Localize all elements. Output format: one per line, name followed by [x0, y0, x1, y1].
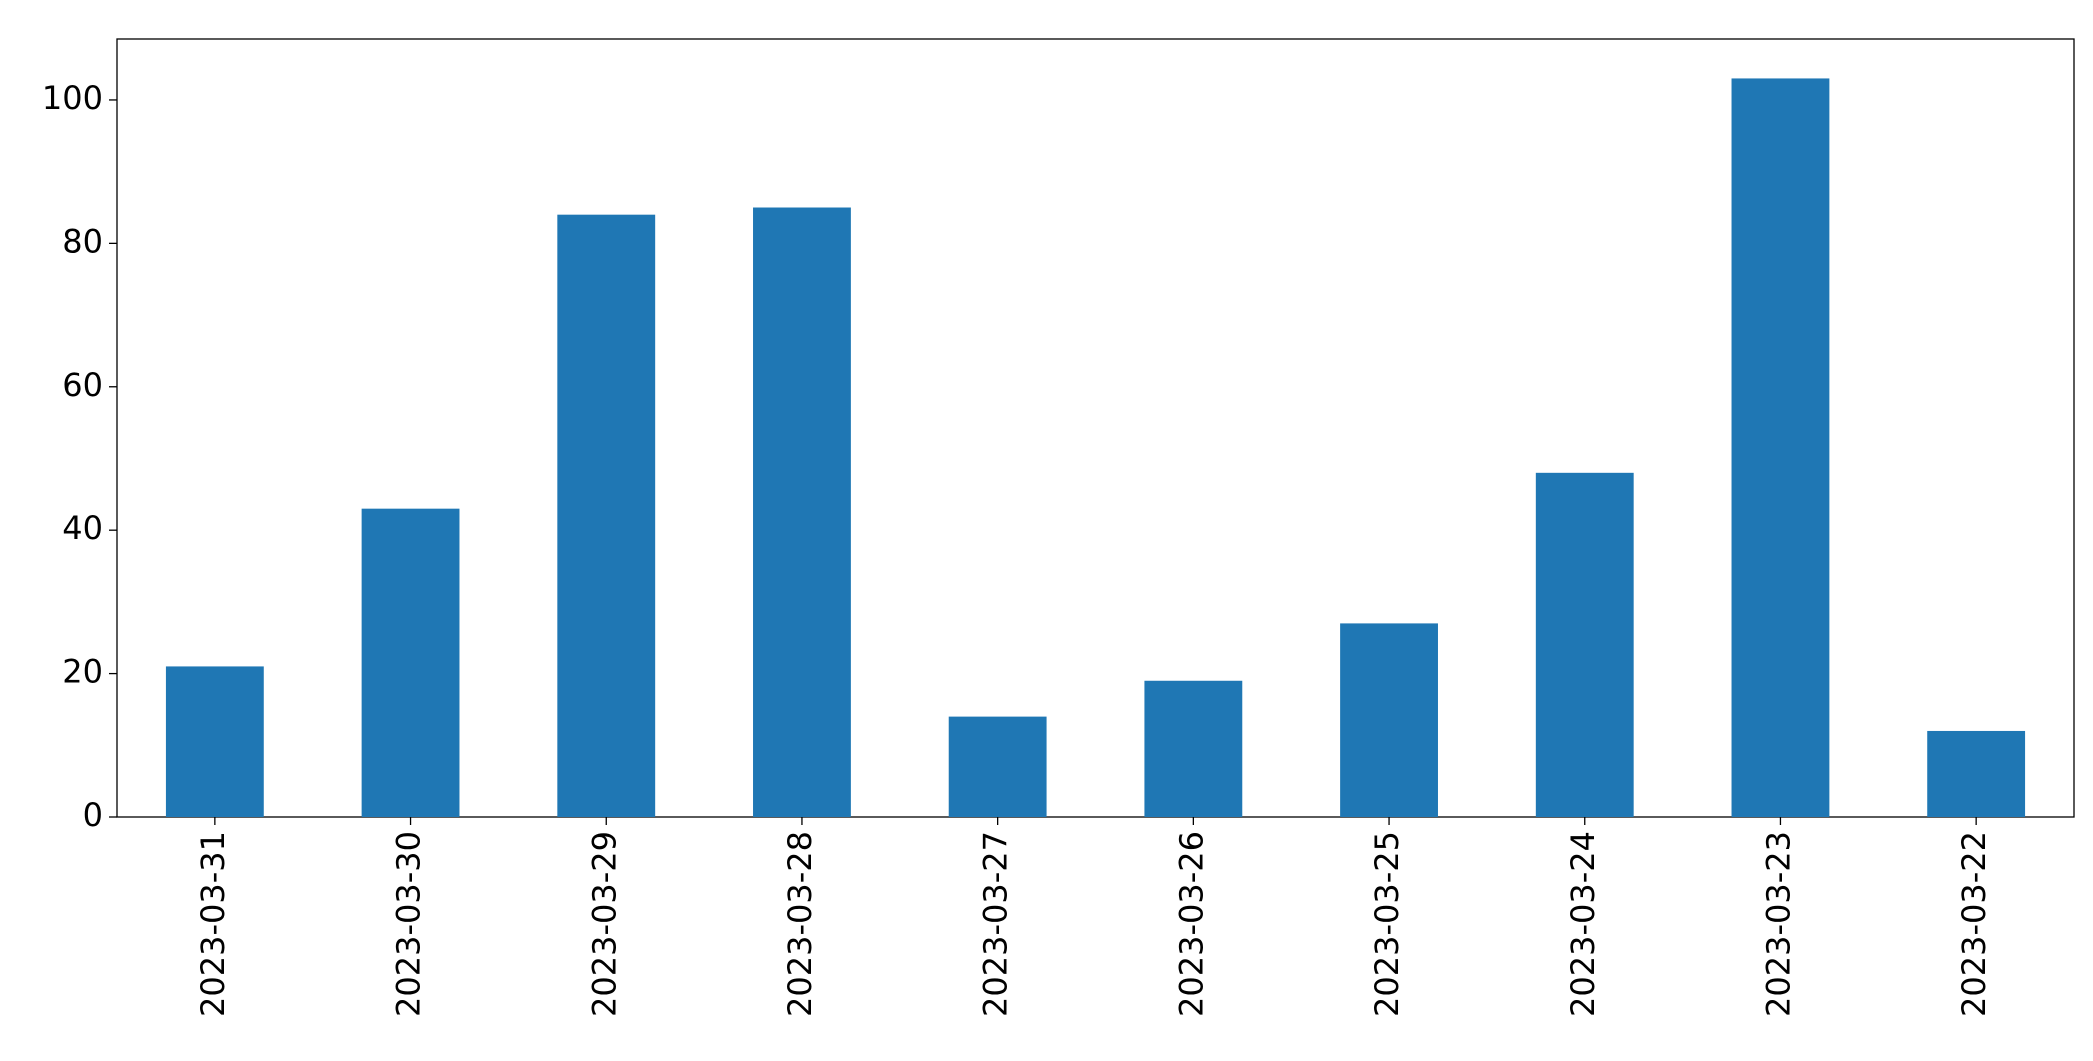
x-tick-label: 2023-03-31	[194, 831, 232, 1017]
bar	[753, 207, 851, 818]
x-tick-label: 2023-03-30	[390, 831, 428, 1017]
y-tick-label: 100	[42, 79, 103, 117]
x-tick-label: 2023-03-26	[1172, 831, 1210, 1017]
x-tick-label: 2023-03-28	[781, 831, 819, 1017]
x-tick-label: 2023-03-23	[1759, 831, 1797, 1017]
y-tick-label: 0	[83, 796, 103, 834]
y-tick-label: 80	[62, 222, 103, 260]
y-tick-label: 40	[62, 509, 103, 547]
x-tick-label: 2023-03-29	[585, 831, 623, 1017]
x-tick-label: 2023-03-22	[1955, 831, 1993, 1017]
bar	[1927, 730, 2026, 817]
bar	[557, 214, 656, 817]
bar	[1535, 472, 1634, 817]
y-tick-label: 20	[62, 653, 103, 691]
bar	[948, 716, 1047, 817]
bar	[1144, 680, 1243, 817]
bar	[1731, 78, 1830, 817]
y-tick-label: 60	[62, 366, 103, 404]
bar	[361, 508, 460, 817]
plot-frame	[116, 38, 2075, 818]
bar	[165, 666, 264, 817]
bar	[1340, 623, 1438, 817]
x-tick-label: 2023-03-25	[1368, 831, 1406, 1017]
x-tick-label: 2023-03-24	[1564, 831, 1602, 1017]
x-tick-label: 2023-03-27	[977, 831, 1015, 1017]
